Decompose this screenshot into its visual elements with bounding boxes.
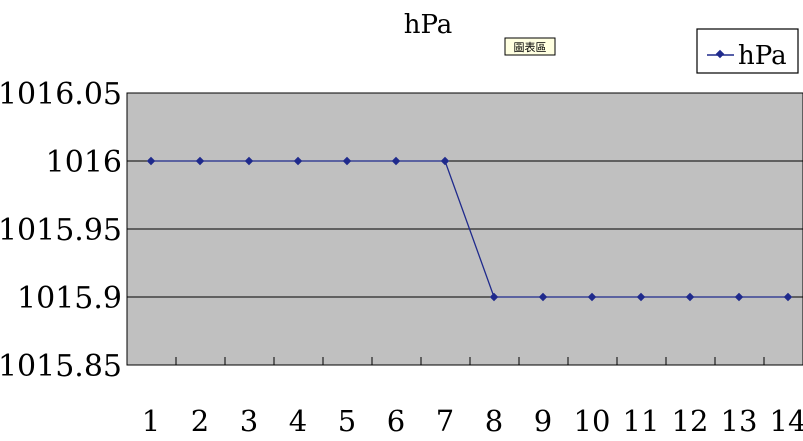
- x-tick-label-12: 12: [672, 404, 709, 438]
- y-axis-labels: 1016.05 1016 1015.95 1015.9 1015.85: [0, 77, 122, 384]
- y-tick-label-1: 1016: [46, 145, 122, 180]
- data-point-4: [293, 156, 303, 166]
- x-tick-label-10: 10: [574, 404, 611, 438]
- x-tick-label-7: 7: [436, 404, 454, 438]
- x-axis-labels: 1 2 3 4 5 6 7 8 9 10 11 12 13 14: [142, 404, 803, 438]
- data-point-1: [146, 156, 156, 166]
- data-point-9: [538, 292, 548, 302]
- x-tick-label-4: 4: [289, 404, 307, 438]
- series-line: [151, 160, 788, 298]
- x-tick-label-3: 3: [240, 404, 258, 438]
- legend-label: hPa: [738, 41, 787, 71]
- data-point-10: [587, 292, 597, 302]
- data-points: [146, 156, 793, 302]
- data-point-14: [783, 292, 793, 302]
- data-point-12: [685, 292, 695, 302]
- y-tick-label-4: 1015.85: [0, 349, 122, 384]
- data-point-6: [391, 156, 401, 166]
- x-tick-label-13: 13: [721, 404, 758, 438]
- series-line-group: [151, 160, 788, 298]
- legend: hPa: [696, 28, 799, 74]
- data-point-7: [440, 156, 450, 166]
- x-tick-label-9: 9: [534, 404, 552, 438]
- x-tick-label-14: 14: [770, 404, 803, 438]
- data-point-8: [489, 292, 499, 302]
- y-tick-label-2: 1015.95: [0, 213, 122, 248]
- x-tick-label-5: 5: [338, 404, 356, 438]
- data-point-3: [244, 156, 254, 166]
- chart-area-badge-label: 圖表區: [514, 40, 547, 54]
- x-tick-label-2: 2: [191, 404, 209, 438]
- x-tick-label-6: 6: [387, 404, 405, 438]
- data-point-13: [734, 292, 744, 302]
- y-tick-label-3: 1015.9: [17, 281, 122, 316]
- data-point-11: [636, 292, 646, 302]
- data-point-2: [195, 156, 205, 166]
- y-tick-label-0: 1016.05: [0, 77, 122, 112]
- x-tick-label-8: 8: [485, 404, 503, 438]
- x-tick-marks: [126, 357, 765, 365]
- chart-title: hPa: [404, 10, 453, 40]
- x-tick-label-11: 11: [623, 404, 660, 438]
- chart-area-badge: 圖表區: [504, 37, 556, 56]
- x-tick-label-1: 1: [142, 404, 160, 438]
- data-point-5: [342, 156, 352, 166]
